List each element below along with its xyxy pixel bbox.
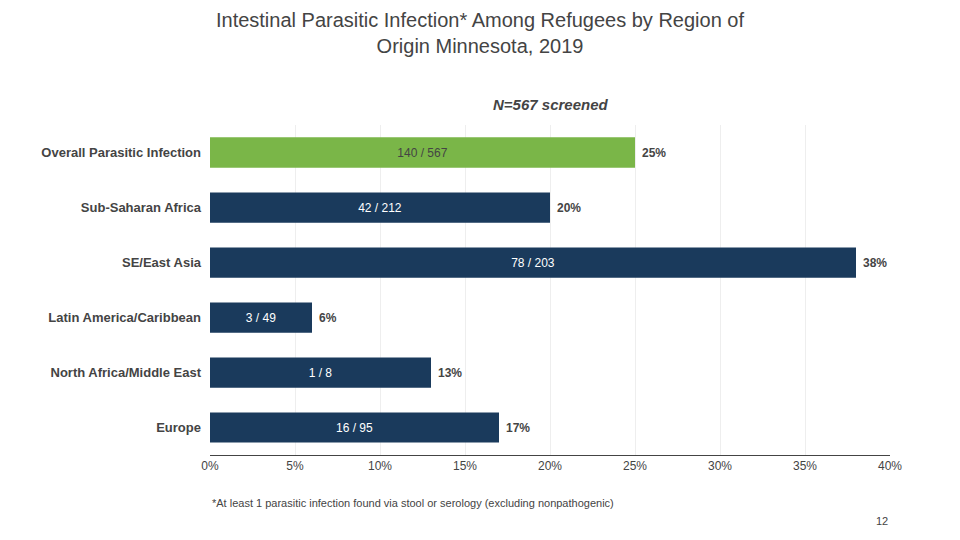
- svg-text:5%: 5%: [286, 459, 304, 473]
- svg-text:20%: 20%: [538, 459, 562, 473]
- svg-text:10%: 10%: [368, 459, 392, 473]
- svg-text:17%: 17%: [506, 421, 530, 435]
- svg-text:Intestinal Parasitic Infection: Intestinal Parasitic Infection* Among Re…: [216, 9, 745, 57]
- svg-text:N=567 screened: N=567 screened: [493, 96, 608, 113]
- svg-text:0%: 0%: [201, 459, 219, 473]
- svg-text:30%: 30%: [708, 459, 732, 473]
- svg-text:40%: 40%: [878, 459, 902, 473]
- svg-text:1 / 8: 1 / 8: [309, 366, 333, 380]
- svg-text:6%: 6%: [319, 311, 337, 325]
- svg-text:12: 12: [876, 515, 888, 527]
- svg-text:42 / 212: 42 / 212: [358, 201, 402, 215]
- svg-text:25%: 25%: [642, 146, 666, 160]
- svg-text:16 / 95: 16 / 95: [336, 421, 373, 435]
- svg-text:15%: 15%: [453, 459, 477, 473]
- svg-text:13%: 13%: [438, 366, 462, 380]
- svg-text:78 / 203: 78 / 203: [511, 256, 555, 270]
- svg-text:*At least 1 parasitic infectio: *At least 1 parasitic infection found vi…: [212, 497, 614, 509]
- svg-text:Overall Parasitic Infection: Overall Parasitic Infection: [41, 145, 201, 160]
- svg-text:Sub-Saharan Africa: Sub-Saharan Africa: [81, 200, 202, 215]
- svg-text:SE/East Asia: SE/East Asia: [122, 255, 202, 270]
- svg-text:Latin America/Caribbean: Latin America/Caribbean: [48, 310, 201, 325]
- svg-text:35%: 35%: [793, 459, 817, 473]
- svg-text:25%: 25%: [623, 459, 647, 473]
- svg-text:140 / 567: 140 / 567: [397, 146, 447, 160]
- svg-text:North Africa/Middle East: North Africa/Middle East: [51, 365, 202, 380]
- svg-text:38%: 38%: [863, 256, 887, 270]
- svg-text:Europe: Europe: [156, 420, 201, 435]
- svg-text:3 / 49: 3 / 49: [246, 311, 276, 325]
- svg-text:20%: 20%: [557, 201, 581, 215]
